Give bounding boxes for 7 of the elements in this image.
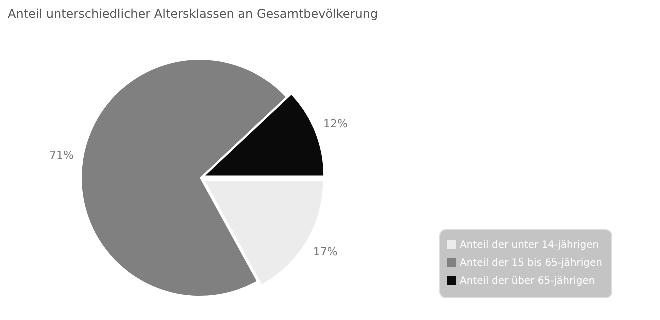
legend-label: Anteil der über 65-jährigen: [460, 276, 596, 287]
legend-label: Anteil der 15 bis 65-jährigen: [460, 258, 602, 269]
data-label: 17%: [313, 245, 338, 258]
data-label: 71%: [49, 149, 74, 162]
data-label: 12%: [324, 117, 348, 130]
legend-label: Anteil der unter 14-jährigen: [460, 240, 600, 251]
chart-title: Anteil unterschiedlicher Altersklassen an Gesamtbevölkerung: [8, 7, 378, 21]
